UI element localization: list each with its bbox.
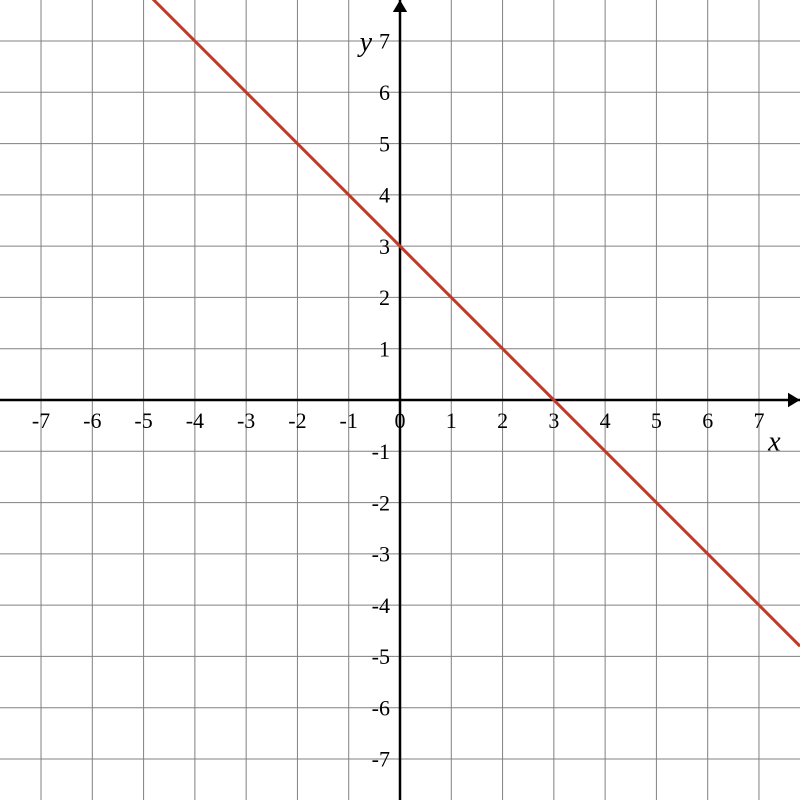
- x-tick-label: -3: [237, 408, 255, 433]
- x-tick-label: 1: [446, 408, 457, 433]
- y-tick-label: 7: [379, 29, 390, 54]
- y-tick-label: -1: [372, 439, 390, 464]
- y-axis-label: y: [357, 27, 373, 58]
- x-tick-label: -4: [186, 408, 204, 433]
- x-tick-label: 7: [753, 408, 764, 433]
- x-tick-label: 3: [548, 408, 559, 433]
- x-tick-label: 6: [702, 408, 713, 433]
- x-axis-label: x: [767, 426, 781, 457]
- y-tick-label: 6: [379, 80, 390, 105]
- x-tick-label: 4: [600, 408, 611, 433]
- y-tick-label: 5: [379, 131, 390, 156]
- y-tick-label: -4: [372, 593, 390, 618]
- x-tick-label: 2: [497, 408, 508, 433]
- coordinate-plane-chart: -7-7-6-6-5-5-4-4-3-3-2-2-1-1011223344556…: [0, 0, 800, 800]
- x-tick-label: -7: [32, 408, 50, 433]
- x-tick-label: -1: [340, 408, 358, 433]
- y-tick-label: -3: [372, 542, 390, 567]
- x-tick-label: -5: [134, 408, 152, 433]
- y-tick-label: -6: [372, 695, 390, 720]
- y-tick-label: -5: [372, 644, 390, 669]
- y-tick-label: -7: [372, 747, 390, 772]
- axes: [0, 0, 800, 800]
- y-tick-label: -2: [372, 490, 390, 515]
- x-axis-arrow-icon: [788, 393, 800, 407]
- x-tick-label: -6: [83, 408, 101, 433]
- x-tick-label: 0: [395, 408, 406, 433]
- y-tick-label: 3: [379, 234, 390, 259]
- y-axis-arrow-icon: [393, 0, 407, 12]
- y-tick-label: 1: [379, 336, 390, 361]
- x-tick-label: 5: [651, 408, 662, 433]
- y-tick-label: 2: [379, 285, 390, 310]
- y-tick-label: 4: [379, 183, 390, 208]
- x-tick-label: -2: [288, 408, 306, 433]
